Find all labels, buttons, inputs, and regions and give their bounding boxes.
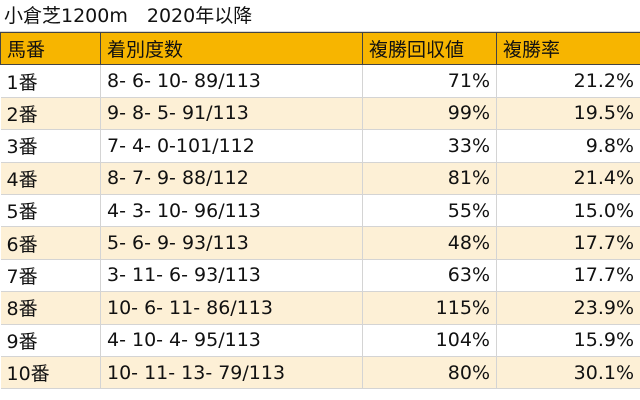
table-cell: 3- 11- 6- 93/113 — [100, 259, 363, 293]
table-cell: 55% — [362, 194, 497, 228]
table-cell: 4- 10- 4- 95/113 — [100, 324, 363, 357]
table-cell: 15.0% — [496, 194, 640, 228]
table-cell: 63% — [362, 259, 497, 293]
table-row: 3番 7- 4- 0-101/112 33% 9.8% — [0, 129, 640, 163]
table-cell: 17.7% — [496, 259, 640, 293]
table-cell: 71% — [362, 64, 497, 98]
table-row: 1番 8- 6- 10- 89/113 71% 21.2% — [0, 64, 640, 98]
table-cell: 4番 — [0, 162, 101, 195]
table-cell: 21.2% — [496, 64, 640, 98]
table-cell: 10- 11- 13- 79/113 — [100, 356, 363, 390]
table-cell: 81% — [362, 162, 497, 195]
table-cell: 5- 6- 9- 93/113 — [100, 226, 363, 260]
table-cell: 21.4% — [496, 162, 640, 195]
header-cell: 着別度数 — [100, 31, 363, 66]
table-cell: 4- 3- 10- 96/113 — [100, 194, 363, 228]
table-cell: 30.1% — [496, 356, 640, 390]
table-cell: 10番 — [0, 356, 101, 390]
table-row: 6番 5- 6- 9- 93/113 48% 17.7% — [0, 226, 640, 260]
table-cell: 2番 — [0, 97, 101, 131]
table-cell: 104% — [362, 324, 497, 357]
table-cell: 5番 — [0, 194, 101, 228]
table-cell: 15.9% — [496, 324, 640, 357]
table-cell: 9.8% — [496, 129, 640, 163]
table-cell: 8番 — [0, 291, 101, 325]
table-cell: 9番 — [0, 324, 101, 357]
table-row: 4番 8- 7- 9- 88/112 81% 21.4% — [0, 162, 640, 195]
table-cell: 48% — [362, 226, 497, 260]
table-row: 2番 9- 8- 5- 91/113 99% 19.5% — [0, 97, 640, 131]
header-row: 馬番 着別度数 複勝回収値 複勝率 — [0, 31, 640, 66]
table-cell: 9- 8- 5- 91/113 — [100, 97, 363, 131]
table-cell: 1番 — [0, 64, 101, 98]
header-cell: 複勝回収値 — [362, 31, 497, 66]
table-cell: 23.9% — [496, 291, 640, 325]
table-cell: 33% — [362, 129, 497, 163]
table-cell: 8- 6- 10- 89/113 — [100, 64, 363, 98]
table-row: 7番 3- 11- 6- 93/113 63% 17.7% — [0, 259, 640, 293]
table-row: 5番 4- 3- 10- 96/113 55% 15.0% — [0, 194, 640, 228]
table-body: 1番 8- 6- 10- 89/113 71% 21.2% 2番 9- 8- 5- 91/… — [0, 64, 640, 390]
table-cell: 19.5% — [496, 97, 640, 131]
table-cell: 7- 4- 0-101/112 — [100, 129, 363, 163]
table-cell: 17.7% — [496, 226, 640, 260]
table-cell: 115% — [362, 291, 497, 325]
table-row: 8番 10- 6- 11- 86/113 115% 23.9% — [0, 291, 640, 325]
table-row: 10番 10- 11- 13- 79/113 80% 30.1% — [0, 356, 640, 390]
header-cell: 馬番 — [0, 31, 101, 66]
header-cell: 複勝率 — [496, 31, 640, 66]
table-cell: 3番 — [0, 129, 101, 163]
stats-table: 馬番 着別度数 複勝回収値 複勝率 1番 8- 6- 10- 89/113 71% 21.2… — [0, 31, 640, 390]
table-cell: 10- 6- 11- 86/113 — [100, 291, 363, 325]
sheet-title: 小倉芝1200m 2020年以降 — [0, 0, 640, 32]
table-row: 9番 4- 10- 4- 95/113 104% 15.9% — [0, 324, 640, 357]
table-cell: 80% — [362, 356, 497, 390]
table-cell: 7番 — [0, 259, 101, 293]
table-cell: 99% — [362, 97, 497, 131]
table-cell: 6番 — [0, 226, 101, 260]
table-cell: 8- 7- 9- 88/112 — [100, 162, 363, 195]
